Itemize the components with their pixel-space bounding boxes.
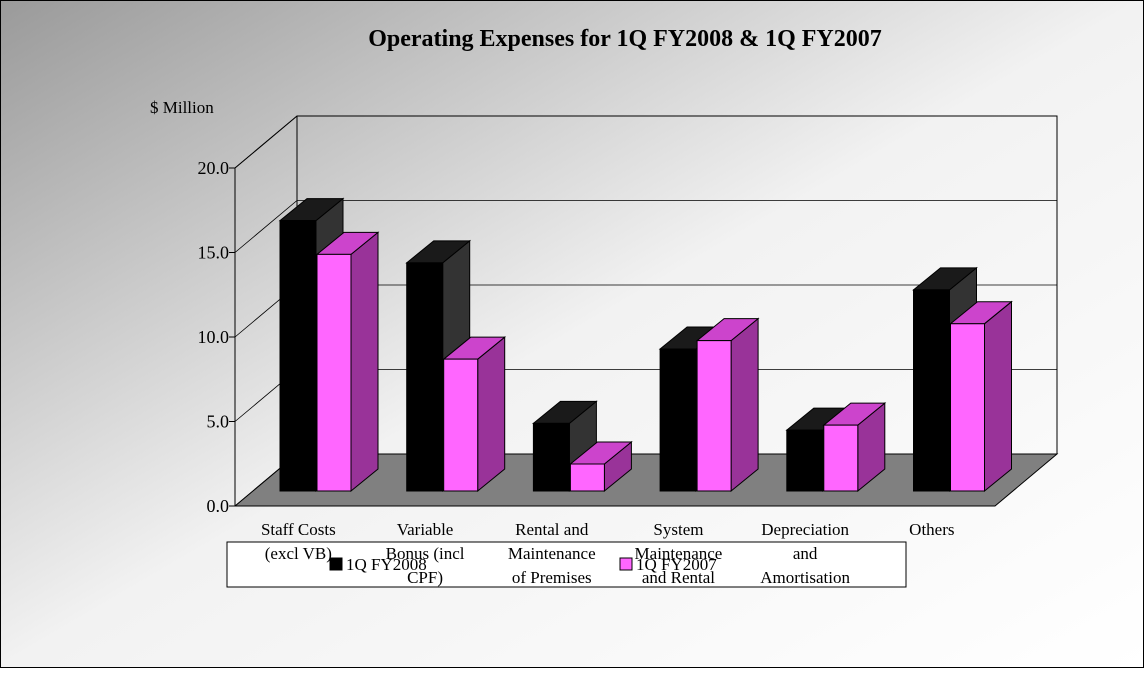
bar <box>568 440 633 493</box>
y-axis-label: $ Million <box>150 98 214 117</box>
bar-face <box>659 348 697 492</box>
legend-swatch <box>619 557 633 571</box>
bar-face <box>823 424 859 492</box>
bar-face <box>279 220 317 492</box>
legend-swatch <box>329 557 343 571</box>
bar-face <box>569 463 605 492</box>
chart-title: Operating Expenses for 1Q FY2008 & 1Q FY… <box>368 26 882 52</box>
bar-face <box>984 300 1012 493</box>
bar-face <box>730 317 759 493</box>
x-tick-label: Others <box>909 520 954 539</box>
x-tick-label: System Maintenance and Rental <box>635 520 723 587</box>
x-tick-label: Variable Bonus (incl CPF) <box>386 520 465 587</box>
bar <box>949 300 1013 493</box>
bar-face <box>913 289 950 492</box>
bar <box>695 317 760 493</box>
bar-face <box>696 340 732 492</box>
bar <box>315 231 380 493</box>
y-tick-label: 0.0 <box>207 496 230 516</box>
bar-face <box>406 262 444 492</box>
x-tick-label: Staff Costs (excl VB) <box>261 520 336 563</box>
x-tick-label: Rental and Maintenance of Premises <box>508 520 596 587</box>
legend-label: 1Q FY2007 <box>636 555 717 574</box>
grid-line <box>234 200 1057 253</box>
bar-face <box>950 323 985 492</box>
bar-face <box>350 231 379 493</box>
bar <box>822 402 887 493</box>
bar-face <box>477 336 506 493</box>
bar-face <box>786 429 824 492</box>
grid-line <box>234 115 1057 169</box>
bar <box>442 336 507 493</box>
bar-face <box>532 422 570 492</box>
y-tick-label: 10.0 <box>198 327 230 347</box>
bar-face <box>316 253 352 492</box>
y-tick-label: 5.0 <box>207 412 230 432</box>
bar-face <box>443 358 479 492</box>
y-tick-label: 20.0 <box>198 158 230 178</box>
legend-label: 1Q FY2008 <box>346 555 427 574</box>
y-tick-label: 15.0 <box>198 243 230 263</box>
x-tick-label: Depreciation and Amortisation <box>760 520 850 587</box>
